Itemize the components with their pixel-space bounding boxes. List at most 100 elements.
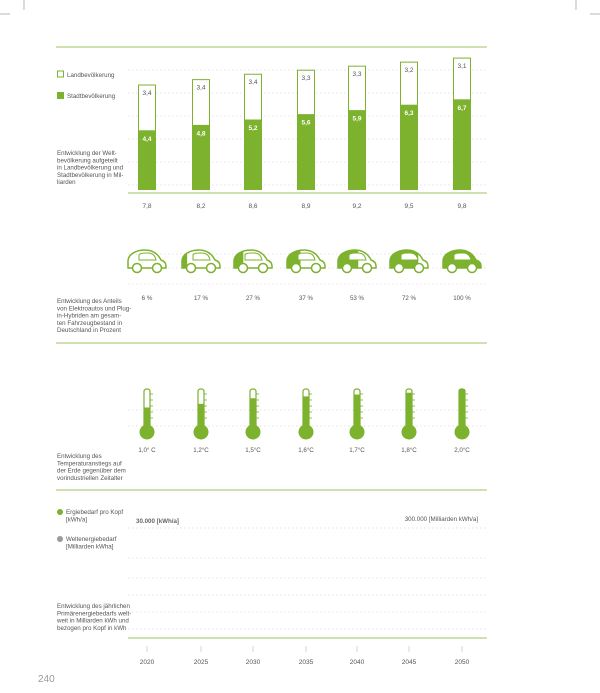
- thermometer-bulb: [298, 424, 314, 440]
- legend-per-capita-dot: [57, 509, 63, 515]
- car-wheel: [185, 262, 197, 274]
- car-value-label: 37 %: [299, 295, 314, 302]
- urban-value-label: 6,7: [457, 105, 466, 112]
- total-label: 7,8: [142, 203, 151, 210]
- legend-world-label: Weltenergiebedarf: [66, 536, 117, 543]
- legend-urban-swatch: [57, 92, 64, 99]
- urban-value-label: 5,2: [248, 125, 257, 132]
- car-wheel: [257, 262, 269, 274]
- total-label: 8,6: [248, 203, 257, 210]
- urban-value-label: 4,4: [142, 136, 151, 143]
- car-wheel: [393, 262, 405, 274]
- thermometer-level: [144, 407, 150, 430]
- car-wheel: [205, 262, 217, 274]
- thermometer-bulb: [454, 424, 470, 440]
- legend-per-capita-label: [kWh/a]: [66, 516, 87, 523]
- car-outline: [181, 249, 221, 269]
- thermometer-bulb: [349, 424, 365, 440]
- world-axis-label: 300.000 [Milliarden kWh/a]: [405, 516, 479, 523]
- year-label: 2020: [140, 659, 155, 666]
- car-window: [138, 252, 157, 261]
- rural-value-label: 3,3: [352, 71, 361, 78]
- temperature-value-label: 1,5°C: [245, 447, 261, 454]
- total-label: 8,2: [196, 203, 205, 210]
- car-window: [192, 252, 211, 261]
- thermometer-bulb: [245, 424, 261, 440]
- population-title: bevölkerung aufgeteilt: [57, 157, 118, 164]
- car-outline: [233, 249, 273, 269]
- temperature-value-label: 1,6°C: [298, 447, 314, 454]
- population-title: liarden: [57, 179, 76, 186]
- year-label: 2045: [402, 659, 417, 666]
- legend-per-capita-label: Ergiebedarf pro Kopf: [66, 509, 123, 516]
- cars-title: in-Hybriden am gesam-: [57, 313, 121, 320]
- car-wheel: [310, 262, 322, 274]
- rural-bar: [400, 61, 418, 106]
- total-label: 9,5: [404, 203, 413, 210]
- rural-value-label: 3,4: [196, 85, 205, 92]
- car-wheel: [290, 262, 302, 274]
- car-wheel: [131, 262, 143, 274]
- urban-value-label: 6,3: [404, 110, 413, 117]
- car-wheel: [466, 262, 478, 274]
- thermometer-level: [459, 389, 465, 430]
- cars-title: von Elektroautos und Plug-: [57, 305, 131, 312]
- year-label: 2050: [455, 659, 470, 666]
- cars-title: Deutschland in Prozent: [57, 327, 121, 334]
- car-wheel: [151, 262, 163, 274]
- temperature-value-label: 2,0°C: [454, 447, 470, 454]
- year-label: 2025: [194, 659, 209, 666]
- urban-bar: [192, 125, 210, 190]
- thermometer-level: [406, 392, 412, 430]
- car-value-label: 100 %: [453, 295, 471, 302]
- total-label: 9,8: [457, 203, 466, 210]
- energy-title: bezogen pro Kopf in kWh: [57, 625, 127, 632]
- legend-world-label: [Milliarden kWha]: [66, 543, 114, 550]
- car-window: [297, 252, 316, 261]
- thermometer-level: [354, 394, 360, 430]
- car-value-label: 17 %: [194, 295, 209, 302]
- rural-value-label: 3,1: [457, 63, 466, 70]
- urban-value-label: 5,9: [352, 116, 361, 123]
- car-value-label: 27 %: [246, 295, 261, 302]
- car-outline: [127, 249, 167, 269]
- thermometer-bulb: [193, 424, 209, 440]
- car-icon: [181, 249, 221, 274]
- rural-bar: [138, 84, 156, 132]
- population-title: Stadtbevölkerung in Mil-: [57, 172, 123, 179]
- temperature-value-label: 1,7°C: [349, 447, 365, 454]
- total-label: 9,2: [352, 203, 361, 210]
- car-icon: [389, 249, 429, 274]
- legend-world-dot: [57, 536, 63, 542]
- car-icon: [286, 249, 326, 274]
- per-capita-axis-label: 30.000 [kWh/a]: [136, 518, 179, 525]
- car-wheel: [341, 262, 353, 274]
- car-value-label: 72 %: [402, 295, 417, 302]
- energy-title: Primärenergiebedarfs welt-: [57, 610, 131, 617]
- urban-value-label: 5,6: [301, 120, 310, 127]
- rural-bar: [297, 69, 315, 116]
- car-window: [400, 252, 419, 261]
- population-title: Entwicklung der Welt-: [57, 150, 117, 157]
- rural-bar: [192, 79, 210, 126]
- urban-bar: [244, 120, 262, 190]
- rural-value-label: 3,4: [142, 90, 151, 97]
- legend-urban-label: Stadtbevölkerung: [67, 93, 116, 100]
- car-window: [348, 252, 367, 261]
- rural-bar: [453, 57, 471, 101]
- car-wheel: [413, 262, 425, 274]
- legend-rural-swatch: [57, 70, 64, 78]
- car-icon: [233, 249, 273, 274]
- year-label: 2035: [299, 659, 314, 666]
- car-outline: [337, 249, 377, 269]
- rural-bar: [244, 73, 262, 121]
- car-outline: [442, 249, 482, 269]
- car-window: [453, 252, 472, 261]
- energy-title: Entwicklung des jährlichen: [57, 603, 130, 610]
- car-outline: [389, 249, 429, 269]
- year-label: 2040: [350, 659, 365, 666]
- temperature-title: vorindustriellen Zeitalter: [57, 475, 123, 482]
- urban-bar: [297, 114, 315, 190]
